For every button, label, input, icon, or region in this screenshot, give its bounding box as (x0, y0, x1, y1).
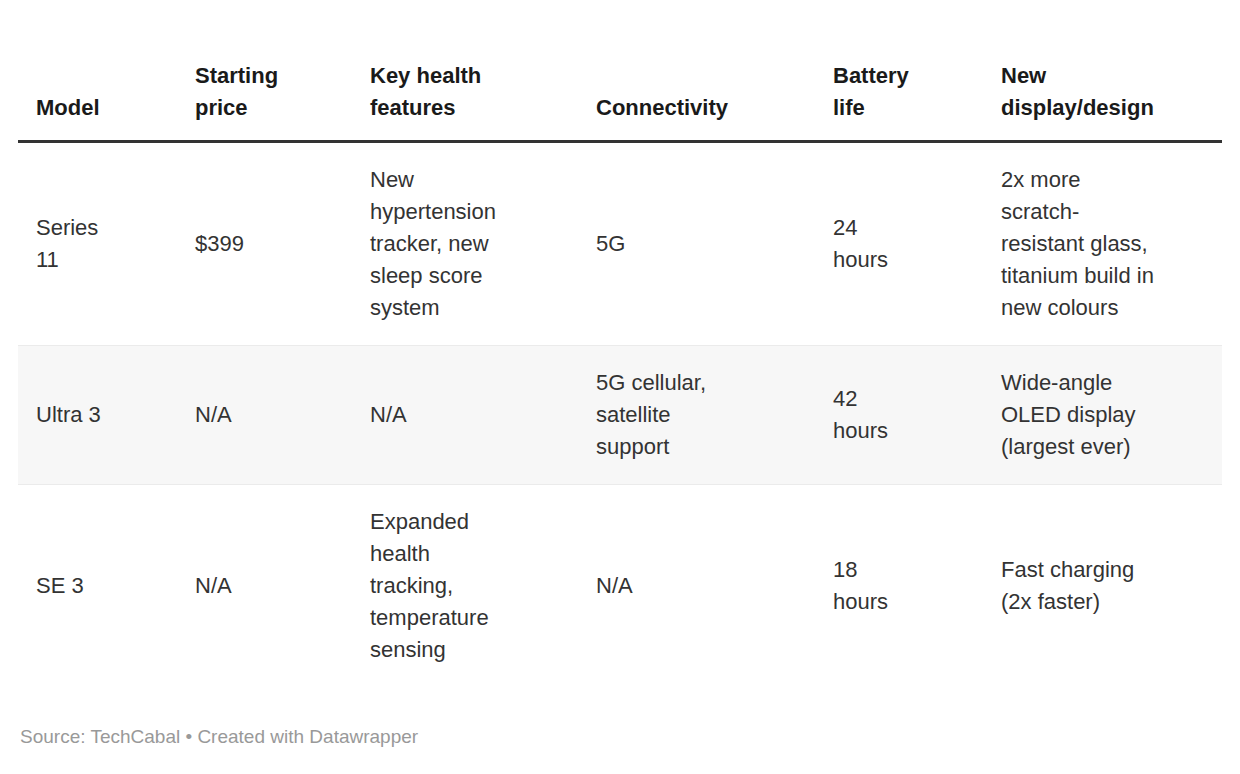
comparison-table: Model Starting price Key health features… (18, 30, 1222, 687)
cell-model: Ultra 3 (18, 346, 177, 485)
table-row-se-3: SE 3 N/A Expanded health tracking, tempe… (18, 485, 1222, 688)
column-header-model: Model (18, 30, 177, 142)
table-row-series-11: Series 11 $399 New hypertension tracker,… (18, 142, 1222, 346)
cell-key-health-features: N/A (352, 346, 578, 485)
cell-battery-life: 24 hours (815, 142, 983, 346)
cell-starting-price: N/A (177, 485, 352, 688)
cell-starting-price: N/A (177, 346, 352, 485)
cell-connectivity: N/A (578, 485, 815, 688)
cell-battery-life: 18 hours (815, 485, 983, 688)
source-attribution: Source: TechCabal • Created with Datawra… (18, 725, 1222, 749)
cell-new-display-design: Wide-angle OLED display (largest ever) (983, 346, 1222, 485)
column-header-new-display-design: New display/design (983, 30, 1222, 142)
column-header-connectivity: Connectivity (578, 30, 815, 142)
column-header-starting-price: Starting price (177, 30, 352, 142)
datawrapper-table-widget: Model Starting price Key health features… (0, 30, 1240, 774)
column-header-key-health-features: Key health features (352, 30, 578, 142)
cell-battery-life: 42 hours (815, 346, 983, 485)
table-header-row: Model Starting price Key health features… (18, 30, 1222, 142)
cell-connectivity: 5G (578, 142, 815, 346)
column-header-battery-life: Battery life (815, 30, 983, 142)
table-row-ultra-3: Ultra 3 N/A N/A 5G cellular, satellite s… (18, 346, 1222, 485)
cell-key-health-features: Expanded health tracking, temperature se… (352, 485, 578, 688)
cell-new-display-design: 2x more scratch- resistant glass, titani… (983, 142, 1222, 346)
cell-model: Series 11 (18, 142, 177, 346)
cell-key-health-features: New hypertension tracker, new sleep scor… (352, 142, 578, 346)
cell-model: SE 3 (18, 485, 177, 688)
cell-new-display-design: Fast charging (2x faster) (983, 485, 1222, 688)
cell-connectivity: 5G cellular, satellite support (578, 346, 815, 485)
cell-starting-price: $399 (177, 142, 352, 346)
